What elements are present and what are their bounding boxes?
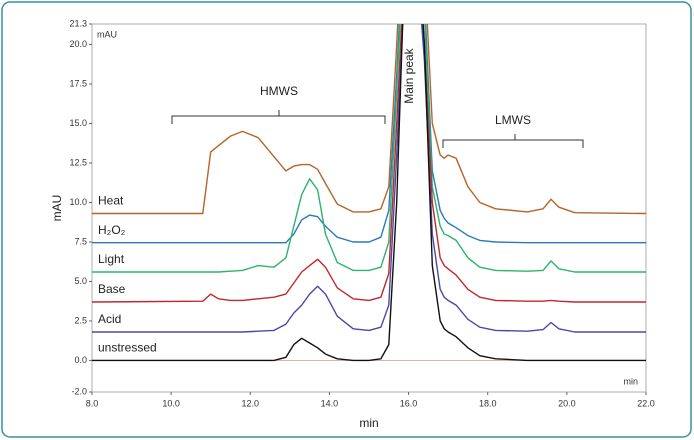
x-tick-label: 14.0	[321, 398, 339, 408]
plot-area	[91, 23, 647, 393]
series-label: H₂O₂	[98, 223, 126, 237]
y-tick-label: 7.5	[74, 236, 87, 246]
lmws-bracket	[442, 134, 584, 148]
y-unit: mAU	[97, 29, 117, 39]
series-label: Base	[98, 282, 126, 296]
y-tick-label: -2.0	[71, 386, 87, 396]
series-label: unstressed	[98, 341, 157, 355]
series-line	[92, 24, 646, 215]
y-tick-label: 10.0	[69, 197, 87, 207]
y-tick-label: 2.5	[74, 315, 87, 325]
main-peak-label: Main peak	[402, 47, 416, 103]
y-axis-label: mAU	[50, 195, 64, 222]
y-tick-label: 21.3	[69, 18, 87, 28]
series-label: Acid	[98, 312, 121, 326]
series-line	[92, 24, 646, 273]
x-tick-label: 10.0	[162, 398, 180, 408]
series-line	[92, 24, 646, 333]
lmws-label: LMWS	[495, 113, 531, 127]
y-tick-label: 5.0	[74, 276, 87, 286]
series-line	[92, 24, 646, 303]
series-label: Light	[98, 252, 125, 266]
series-line	[92, 24, 646, 362]
y-tick-label: 20.0	[69, 39, 87, 49]
x-tick-label: 20.0	[558, 398, 576, 408]
x-tick-label: 8.0	[86, 398, 99, 408]
y-tick-label: 12.5	[69, 157, 87, 167]
y-tick-label: 15.0	[69, 118, 87, 128]
series-line	[92, 24, 646, 244]
y-tick-label: 17.5	[69, 78, 87, 88]
x-tick-label: 22.0	[637, 398, 655, 408]
x-tick-label: 12.0	[242, 398, 260, 408]
x-axis-label: min	[359, 416, 378, 430]
x-tick-label: 16.0	[400, 398, 418, 408]
hmws-bracket	[171, 110, 386, 124]
x-unit: min	[623, 376, 638, 386]
plot-lines	[92, 24, 646, 362]
x-tick-label: 18.0	[479, 398, 497, 408]
hmws-label: HMWS	[260, 84, 298, 98]
series-label: Heat	[98, 194, 124, 208]
y-tick-label: 0.0	[74, 355, 87, 365]
